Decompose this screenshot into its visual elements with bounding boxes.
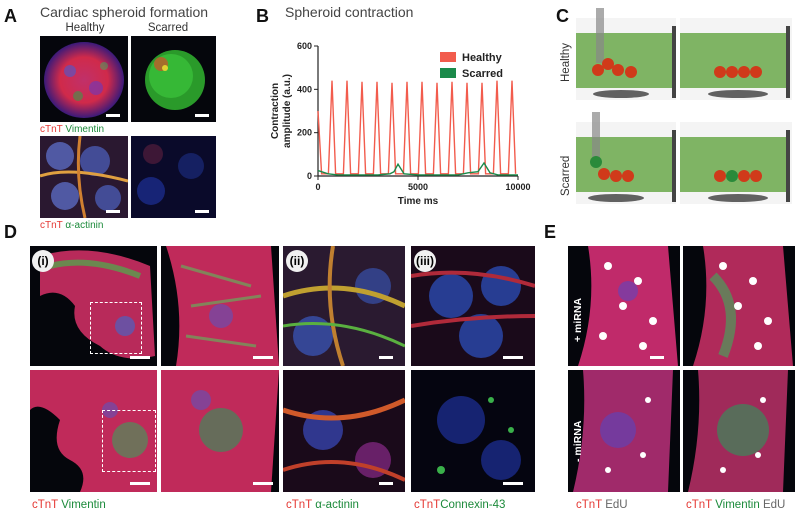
stain-actinin: α-actinin bbox=[315, 499, 359, 511]
stain-ctnt: cTnT bbox=[686, 499, 712, 511]
y-tick-label: 400 bbox=[297, 84, 312, 94]
x-tick-label: 0 bbox=[315, 182, 320, 192]
panel-d-stain-2: cTnT α-actinin bbox=[286, 499, 359, 511]
scale-bar bbox=[130, 356, 150, 359]
y-tick-label: 200 bbox=[297, 128, 312, 138]
panel-e-minus-label: - miRNA bbox=[572, 420, 584, 462]
panel-a-title: Cardiac spheroid formation bbox=[40, 4, 209, 20]
micrograph-d-i-bottom bbox=[30, 370, 157, 492]
scale-bar bbox=[503, 356, 523, 359]
micrograph-e-plus-left bbox=[568, 246, 680, 366]
stain-ctnt: cTnT bbox=[32, 499, 58, 511]
stain-ctnt: cTnT bbox=[286, 499, 312, 511]
scale-bar bbox=[106, 210, 120, 213]
zoom-box bbox=[102, 410, 156, 472]
y-axis-label: amplitude (a.u.) bbox=[282, 74, 293, 148]
x-axis-label: Time ms bbox=[398, 196, 439, 207]
label-ii: (ii) bbox=[286, 250, 308, 272]
label-i: (i) bbox=[32, 250, 54, 272]
simulation-scarred-relaxed bbox=[680, 112, 792, 204]
stain-edu: EdU bbox=[605, 499, 628, 511]
panel-e-stain-right: cTnT Vimentin EdU bbox=[686, 499, 785, 511]
panel-a-stain-top: cTnT Vimentin bbox=[40, 124, 104, 135]
panel-e-letter: E bbox=[544, 222, 557, 242]
scale-bar bbox=[195, 114, 209, 117]
stain-vimentin: Vimentin bbox=[715, 499, 760, 511]
legend-swatch bbox=[440, 68, 456, 78]
scarred-series-line bbox=[317, 161, 518, 176]
legend-label: Scarred bbox=[462, 68, 503, 80]
micrograph-scarred-spheroid bbox=[131, 36, 216, 122]
stain-ctnt: cTnT bbox=[576, 499, 602, 511]
panel-a-healthy-label: Healthy bbox=[65, 22, 105, 34]
scale-bar bbox=[253, 356, 273, 359]
simulation-healthy-contracting bbox=[576, 8, 676, 100]
stain-vimentin: Vimentin bbox=[65, 124, 105, 135]
zoom-box bbox=[90, 302, 142, 354]
scale-bar bbox=[195, 210, 209, 213]
micrograph-e-plus-right bbox=[683, 246, 795, 366]
y-axis-label: Contraction bbox=[270, 83, 281, 139]
micrograph-d-zoom-bottom bbox=[161, 370, 279, 492]
scale-bar bbox=[650, 356, 664, 359]
panel-d-letter: D bbox=[4, 222, 17, 242]
panel-e-stain-left: cTnT EdU bbox=[576, 499, 628, 511]
panel-a-letter: A bbox=[4, 6, 17, 26]
x-tick-label: 5000 bbox=[408, 182, 428, 192]
micrograph-e-minus-left bbox=[568, 370, 680, 492]
panel-a-scarred-label: Scarred bbox=[147, 22, 189, 34]
legend-swatch bbox=[440, 52, 456, 62]
panel-e-plus-label: + miRNA bbox=[572, 297, 584, 342]
scale-bar bbox=[253, 482, 273, 485]
panel-a-stain-bottom: cTnT α-actinin bbox=[40, 220, 103, 231]
scale-bar bbox=[503, 482, 523, 485]
stain-connexin: Connexin-43 bbox=[440, 499, 506, 511]
healthy-series-line bbox=[317, 80, 517, 175]
micrograph-d-iii-top bbox=[411, 246, 535, 366]
micrograph-d-zoom-top bbox=[161, 246, 279, 366]
scale-bar bbox=[379, 482, 393, 485]
panel-d-stain-3: cTnTConnexin-43 bbox=[414, 499, 505, 511]
simulation-healthy-relaxed bbox=[680, 8, 792, 100]
x-tick-label: 10000 bbox=[505, 182, 530, 192]
scale-bar bbox=[130, 482, 150, 485]
stain-ctnt: cTnT bbox=[40, 220, 63, 231]
scale-bar bbox=[379, 356, 393, 359]
micrograph-e-minus-right bbox=[683, 370, 795, 492]
stain-actinin: α-actinin bbox=[65, 220, 104, 231]
stain-ctnt: cTnT bbox=[40, 124, 63, 135]
stain-vimentin: Vimentin bbox=[61, 499, 106, 511]
scale-bar bbox=[106, 114, 120, 117]
panel-d-stain-1: cTnT Vimentin bbox=[32, 499, 106, 511]
panel-b-letter: B bbox=[256, 6, 269, 26]
label-iii: (iii) bbox=[414, 250, 436, 272]
panel-c-healthy-label: Healthy bbox=[560, 43, 572, 82]
contraction-chart: 0 200 400 600 0 5000 10000 Time ms Contraction am… bbox=[270, 41, 531, 207]
simulation-scarred-contracting bbox=[576, 112, 676, 204]
panel-b-title: Spheroid contraction bbox=[285, 4, 414, 20]
panel-c-letter: C bbox=[556, 6, 569, 26]
stain-edu: EdU bbox=[762, 499, 786, 511]
panel-c-scarred-label: Scarred bbox=[560, 155, 572, 196]
y-tick-label: 0 bbox=[307, 171, 312, 181]
y-tick-label: 600 bbox=[297, 41, 312, 51]
stain-ctnt: cTnT bbox=[414, 499, 441, 511]
micrograph-d-ii-bottom bbox=[283, 370, 405, 492]
micrograph-d-iii-bottom bbox=[411, 370, 535, 492]
legend-label: Healthy bbox=[462, 52, 503, 64]
micrograph-scarred-actinin bbox=[131, 136, 216, 218]
micrograph-healthy-spheroid bbox=[40, 36, 128, 122]
micrograph-healthy-actinin bbox=[40, 136, 128, 218]
